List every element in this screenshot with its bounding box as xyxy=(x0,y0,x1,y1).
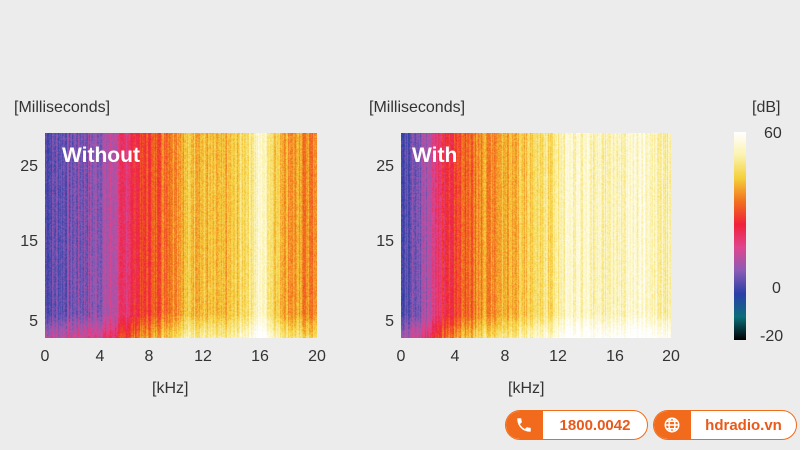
website-button[interactable]: hdradio.vn xyxy=(653,410,797,440)
left-ytick-15: 15 xyxy=(20,233,38,250)
colorbar-label: [dB] xyxy=(752,99,781,116)
left-xtick-20: 20 xyxy=(308,348,326,365)
left-xtick-0: 0 xyxy=(40,348,50,365)
left-heatmap xyxy=(45,133,317,338)
right-xtick-8: 8 xyxy=(500,348,510,365)
colorbar xyxy=(734,132,746,340)
right-xlabel: [kHz] xyxy=(508,380,545,397)
right-xtick-12: 12 xyxy=(549,348,567,365)
right-ytick-25: 25 xyxy=(376,158,394,175)
left-xtick-16: 16 xyxy=(251,348,269,365)
phone-icon xyxy=(506,411,543,439)
colorbar-tick-0: 0 xyxy=(772,280,781,297)
colorbar-tick-60: 60 xyxy=(764,125,782,142)
hotline-number: 1800.0042 xyxy=(559,416,631,434)
left-xtick-12: 12 xyxy=(194,348,212,365)
colorbar-tick-minus20: -20 xyxy=(760,328,784,345)
right-xtick-16: 16 xyxy=(606,348,624,365)
left-ytick-25: 25 xyxy=(20,158,38,175)
right-xtick-4: 4 xyxy=(450,348,460,365)
right-panel-title: With xyxy=(412,144,458,167)
right-heatmap xyxy=(401,133,671,338)
hotline-button[interactable]: 1800.0042 xyxy=(505,410,648,440)
website-url: hdradio.vn xyxy=(705,416,782,434)
left-xlabel: [kHz] xyxy=(152,380,189,397)
right-ylabel: [Milliseconds] xyxy=(369,99,466,116)
left-xtick-8: 8 xyxy=(144,348,154,365)
right-ytick-5: 5 xyxy=(385,313,394,330)
left-panel-title: Without xyxy=(62,144,140,167)
globe-icon xyxy=(654,411,691,439)
right-xtick-20: 20 xyxy=(662,348,680,365)
left-xtick-4: 4 xyxy=(95,348,105,365)
left-ylabel: [Milliseconds] xyxy=(14,99,111,116)
right-ytick-15: 15 xyxy=(376,233,394,250)
right-xtick-0: 0 xyxy=(396,348,406,365)
left-ytick-5: 5 xyxy=(29,313,38,330)
